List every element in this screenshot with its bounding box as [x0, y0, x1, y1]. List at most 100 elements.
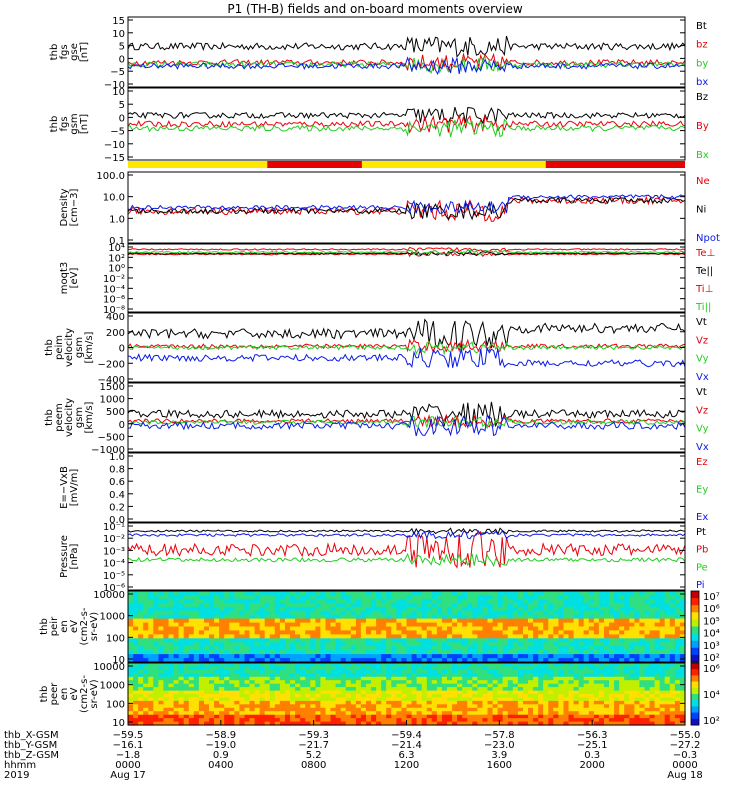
series-fgs_b-by [127, 55, 686, 75]
frame-fgs_b [127, 16, 686, 88]
series-fgs_gsm-By [127, 113, 686, 135]
panel-pressure [127, 522, 686, 591]
colorbar-tick: 10⁶ [703, 664, 720, 675]
ylabel-peim_vel: [km/s] [84, 331, 95, 363]
ytick-fgs_gsm: −10 [104, 140, 125, 151]
series-peim_vel-Vz [127, 338, 686, 354]
legend-fgs_gsm-Bz: Bz [696, 92, 708, 103]
x-tick-label: −25.1 [577, 740, 608, 751]
x-tick-label: −0.3 [673, 750, 697, 761]
series-fgs_gsm-Bz [127, 106, 686, 125]
colorbar-tick: 10² [703, 653, 720, 664]
ytick-peim_vel: −400 [98, 375, 125, 386]
x-tick-label: −58.9 [206, 730, 237, 741]
x-row-label: hhmm [4, 760, 36, 771]
ylabel-peim_vel: thb [44, 339, 55, 356]
x-tick-label: 5.2 [306, 750, 322, 761]
mode-segment [267, 161, 362, 168]
ytick-peem_vel: 1500 [100, 382, 125, 393]
ytick-efield: 0.4 [109, 490, 125, 501]
x-tick-label: −21.4 [391, 740, 422, 751]
series-peem_vel-Vt [127, 401, 686, 428]
ytick-peem_vel: −500 [98, 432, 125, 443]
legend-fgs_b-by: by [696, 58, 708, 69]
ytick-peem_vel: −1000 [91, 445, 125, 456]
legend-fgs_b-bx: bx [696, 77, 708, 88]
panel-fgs_gsm [127, 87, 686, 161]
ytick-efield: 0.8 [109, 465, 125, 476]
ylabel-efield: [mV/m] [69, 469, 80, 507]
legend-peim_vel-Vt: Vt [696, 317, 707, 328]
frame-pressure [127, 522, 686, 591]
x-row-label: 2019 [4, 770, 29, 781]
ytick-pressure: 10⁻³ [103, 546, 125, 557]
ylabel-efield: E=−VxB [59, 466, 70, 509]
ylabel-temp: moqt3 [59, 262, 70, 295]
ylabel-peer: peer [49, 682, 60, 706]
ytick-peer: 100 [106, 699, 125, 710]
series-fgs_b-bx [127, 56, 686, 76]
ytick-fgs_gsm: 10 [112, 87, 125, 98]
x-tick-label: −59.3 [298, 730, 329, 741]
frame-peir [127, 590, 686, 663]
series-peem_vel-Vy [127, 415, 686, 430]
frame-peem_vel [127, 382, 686, 453]
ytick-fgs_b: 10 [112, 29, 125, 40]
legend-pressure-Pb: Pb [696, 545, 708, 556]
ylabel-peir: sr-eV) [89, 612, 100, 641]
panel-fgs_b [127, 16, 686, 88]
x-row-label: thb_Z-GSM [4, 750, 59, 761]
x-tick-label: −59.5 [113, 730, 144, 741]
x-tick-label: −27.2 [670, 740, 701, 751]
ylabel-peer: thb [39, 686, 50, 703]
ylabel-peem_vel: peem [54, 403, 65, 431]
panel-density [127, 171, 686, 244]
panel-peir [127, 590, 686, 663]
mode-bar [128, 161, 685, 168]
ytick-fgs_b: 0 [119, 54, 125, 65]
ytick-efield: 1.0 [109, 452, 125, 463]
x-tick-label: 3.9 [491, 750, 507, 761]
series-pressure-Pe [127, 552, 686, 568]
ytick-fgs_gsm: −15 [104, 153, 125, 164]
ylabel-peer: sr-eV) [89, 679, 100, 708]
ytick-peir: 100 [106, 633, 125, 644]
series-fgs_gsm-Bx [127, 118, 686, 138]
ytick-peir: 10 [112, 655, 125, 666]
ytick-fgs_b: −10 [104, 80, 125, 91]
ylabel-fgs_gsm: [nT] [79, 114, 90, 134]
series-temp-Te|| [127, 250, 686, 257]
legend-pressure-Pe: Pe [696, 562, 708, 573]
ytick-pressure: 10⁻¹ [103, 522, 125, 533]
series-density-Ni [127, 196, 686, 221]
ytick-pressure: 10⁻² [103, 534, 125, 545]
ytick-peir: 10000 [93, 590, 125, 601]
ytick-temp: 10⁻⁴ [103, 284, 125, 295]
colorbar-tick: 10⁴ [703, 690, 720, 701]
ylabel-density: [cm−3] [69, 189, 80, 227]
ytick-peer: 10 [112, 718, 125, 729]
x-tick-label: −1.8 [116, 750, 140, 761]
ytick-pressure: 10⁻⁵ [103, 571, 125, 582]
x-tick-label: 0400 [208, 760, 233, 771]
ytick-peim_vel: −200 [98, 359, 125, 370]
ytick-temp: 10² [108, 253, 125, 264]
legend-temp-Ti⊥: Ti⊥ [695, 284, 713, 295]
series-peim_vel-Vy [127, 341, 686, 356]
panel-temp [127, 243, 686, 313]
x-row-label: thb_Y-GSM [4, 740, 57, 751]
x-tick-label: 0.9 [213, 750, 229, 761]
legend-pressure-Pi: Pi [696, 580, 705, 591]
x-tick-label: 2000 [579, 760, 604, 771]
ylabel-density: Density [59, 188, 70, 226]
colorbar-tick: 10⁶ [703, 604, 720, 615]
ylabel-peem_vel: velocity [64, 398, 75, 437]
frame-density [127, 171, 686, 244]
mode-segment [545, 161, 685, 168]
x-tick-label: 0000 [672, 760, 697, 771]
legend-peem_vel-Vy: Vy [696, 424, 709, 435]
x-tick-label: −57.8 [484, 730, 515, 741]
legend-efield-Ex: Ex [696, 512, 708, 523]
ylabel-peir: thb [39, 618, 50, 635]
